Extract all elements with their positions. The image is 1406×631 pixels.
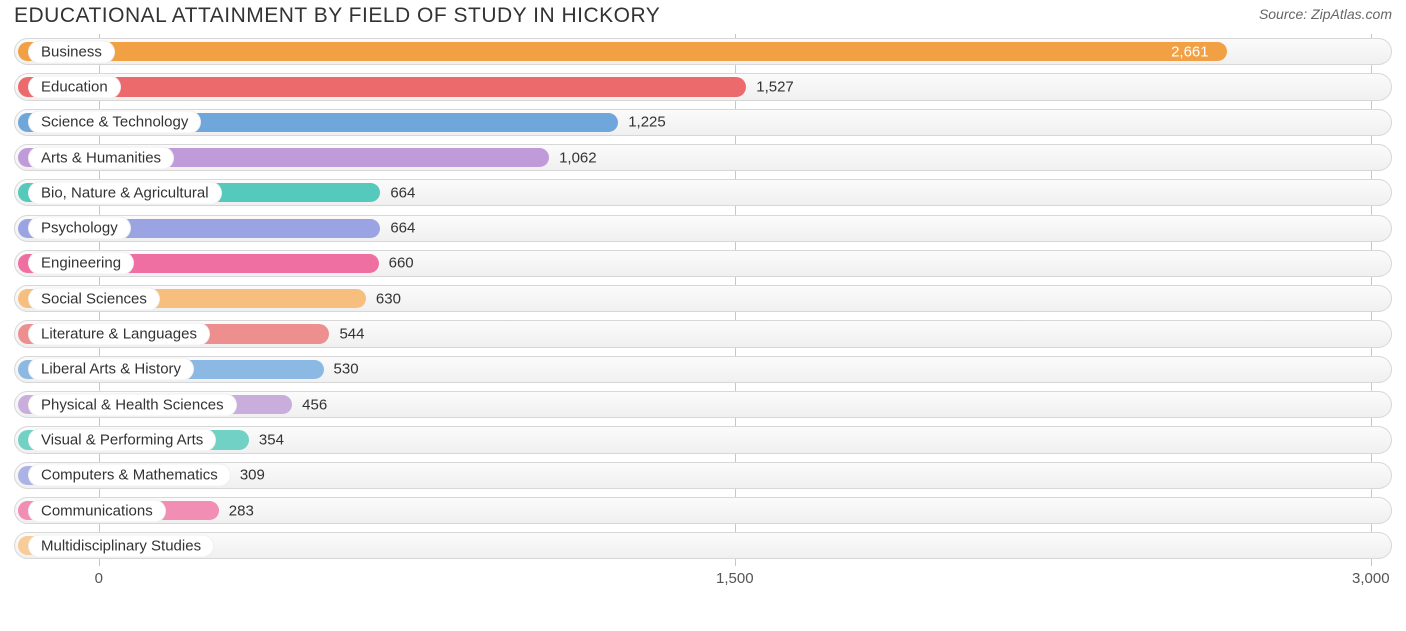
bar [18,42,1227,61]
bar-row: Psychology 664 [14,211,1392,246]
value-label: 530 [334,361,359,378]
chart-title: EDUCATIONAL ATTAINMENT BY FIELD OF STUDY… [14,4,660,28]
category-pill: Psychology [28,217,131,240]
category-pill: Communications [28,499,166,522]
bar-row: Computers & Mathematics 309 [14,458,1392,493]
bar-row: Visual & Performing Arts 354 [14,422,1392,457]
value-label: 664 [390,184,415,201]
bar-row: Arts & Humanities 1,062 [14,140,1392,175]
bar-track [14,497,1392,524]
value-label: 630 [376,290,401,307]
bar-row: Business 2,661 [14,34,1392,69]
value-label: 1,225 [628,114,666,131]
category-pill: Social Sciences [28,287,160,310]
value-label: 309 [240,467,265,484]
chart-source: Source: ZipAtlas.com [1259,6,1392,22]
category-pill: Engineering [28,252,134,275]
category-pill: Physical & Health Sciences [28,393,237,416]
bar-row: Physical & Health Sciences 456 [14,387,1392,422]
x-axis-tick-label: 3,000 [1352,570,1390,587]
value-label: 1,527 [756,78,794,95]
bar [18,77,746,96]
chart-area: Business 2,661 Education 1,527 Science & Tec… [14,34,1392,594]
chart-plot: Business 2,661 Education 1,527 Science & Tec… [14,34,1392,594]
bar-row: Engineering 660 [14,246,1392,281]
value-label: 660 [389,255,414,272]
category-pill: Education [28,75,121,98]
value-label: 1,062 [559,149,597,166]
bar-row: Literature & Languages 544 [14,316,1392,351]
value-label: 544 [339,326,364,343]
bar-row: Education 1,527 [14,69,1392,104]
value-label: 456 [302,396,327,413]
category-pill: Multidisciplinary Studies [28,534,214,557]
x-axis: 0 1,500 3,000 [14,568,1392,592]
x-axis-tick-label: 1,500 [716,570,754,587]
value-label: 283 [229,502,254,519]
category-pill: Bio, Nature & Agricultural [28,181,222,204]
bar-track [14,532,1392,559]
value-label: 354 [259,431,284,448]
bar-row: Multidisciplinary Studies51 [14,528,1392,563]
category-pill: Liberal Arts & History [28,358,194,381]
category-pill: Arts & Humanities [28,146,174,169]
bar-row: Communications 283 [14,493,1392,528]
category-pill: Science & Technology [28,111,201,134]
value-label: 2,661 [1171,43,1209,60]
bar-row: Social Sciences 630 [14,281,1392,316]
value-label: 664 [390,220,415,237]
bar-row: Liberal Arts & History 530 [14,352,1392,387]
bar-row: Science & Technology 1,225 [14,105,1392,140]
bar-row: Bio, Nature & Agricultural 664 [14,175,1392,210]
category-pill: Computers & Mathematics [28,464,231,487]
category-pill: Literature & Languages [28,323,210,346]
category-pill: Business [28,40,115,63]
x-axis-tick-label: 0 [95,570,103,587]
category-pill: Visual & Performing Arts [28,428,216,451]
chart-header: EDUCATIONAL ATTAINMENT BY FIELD OF STUDY… [0,0,1406,34]
